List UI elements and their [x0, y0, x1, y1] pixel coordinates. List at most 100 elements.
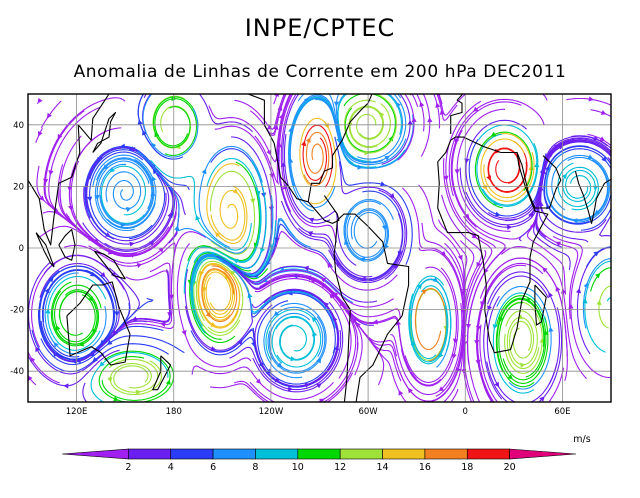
streamline — [344, 93, 395, 152]
streamline-arrow — [174, 225, 179, 230]
lon-tick-label: 60E — [554, 407, 570, 417]
streamline-arrow — [492, 324, 497, 329]
streamline — [585, 261, 619, 352]
streamline-arrow — [419, 102, 424, 108]
streamline — [405, 267, 456, 382]
streamline — [432, 79, 547, 115]
streamline — [250, 320, 356, 407]
greenland-outline — [368, 26, 417, 63]
streamline-arrow — [63, 383, 68, 388]
streamline — [144, 79, 166, 98]
colorbar-label: 18 — [461, 462, 473, 473]
streamline — [272, 317, 314, 364]
colorbar-label: 2 — [125, 462, 131, 473]
lat-tick-label: 40 — [13, 121, 24, 131]
lat-tick-label: 0 — [19, 244, 24, 254]
colorbar-swatch — [128, 449, 170, 459]
streamline — [102, 351, 170, 400]
streamline-arrow — [408, 120, 413, 125]
streamline-arrow — [501, 406, 507, 411]
streamline-arrow — [126, 207, 132, 212]
streamline-arrow — [589, 96, 594, 101]
streamline-arrow — [454, 169, 459, 174]
lon-tick-label: 60W — [358, 407, 378, 417]
streamline-arrow — [48, 170, 53, 175]
streamline — [399, 79, 417, 107]
streamline-arrow — [466, 324, 471, 329]
colorbar-swatch — [213, 449, 255, 459]
streamline — [229, 330, 340, 390]
colorbar-swatch — [383, 449, 425, 459]
streamline — [95, 159, 151, 231]
streamline — [204, 272, 235, 318]
streamline-arrow — [534, 162, 539, 167]
asia-coast-east — [614, 177, 632, 214]
lat-tick-label: -40 — [10, 367, 24, 377]
streamline-arrow — [129, 242, 134, 247]
streamline-arrow — [412, 117, 417, 122]
streamline — [553, 236, 610, 377]
streamline-arrow — [364, 150, 369, 155]
colorbar-label: 10 — [292, 462, 304, 473]
latitude-labels: 40 20 0 -20 -40 — [10, 121, 24, 377]
colorbar-label: 12 — [334, 462, 346, 473]
streamline — [153, 96, 191, 148]
streamline — [465, 275, 481, 416]
streamline — [338, 86, 403, 159]
streamline-arrow — [38, 98, 43, 104]
colorbar-swatch — [340, 449, 382, 459]
streamline-arrow — [166, 379, 171, 385]
colorbar-swatch — [62, 449, 128, 459]
streamline — [599, 286, 619, 328]
streamline — [250, 80, 294, 136]
lon-tick-label: 120W — [259, 407, 284, 417]
colorbar-label: 16 — [419, 462, 431, 473]
colorbar-swatch — [255, 449, 297, 459]
streamline-arrow — [301, 141, 306, 146]
lon-tick-label: 180 — [166, 407, 182, 417]
streamline-arrow — [186, 82, 192, 87]
colorbar-label: 6 — [210, 462, 216, 473]
colorbar-swatch — [467, 449, 509, 459]
streamline — [347, 213, 385, 258]
streamline-arrow — [269, 207, 274, 212]
streamline-arrow — [148, 86, 153, 91]
streamline — [289, 96, 353, 187]
streamline — [303, 125, 332, 187]
streamline-arrow — [495, 212, 500, 217]
streamline — [106, 172, 141, 209]
streamline-arrow — [137, 263, 143, 268]
lat-tick-label: 20 — [13, 182, 24, 192]
streamline-arrow — [304, 406, 309, 411]
streamline-arrow — [47, 113, 52, 119]
streamline-arrow — [528, 165, 533, 170]
streamline-arrow — [347, 89, 353, 94]
colorbar-swatch — [171, 449, 213, 459]
colorbar-label: 20 — [504, 462, 516, 473]
streamline — [300, 118, 336, 203]
borneo-outline — [59, 230, 75, 261]
streamline-arrow — [107, 377, 112, 382]
streamline-arrow — [87, 403, 93, 408]
lon-tick-label: 0 — [463, 407, 468, 417]
colorbar-label: 4 — [168, 462, 174, 473]
colorbar-unit: m/s — [573, 434, 590, 445]
streamline — [591, 110, 619, 122]
streamline-arrow — [576, 288, 581, 293]
streamline — [477, 271, 507, 417]
streamline-arrow — [427, 117, 432, 122]
colorbar-label: 14 — [376, 462, 388, 473]
streamline-arrow — [475, 83, 481, 88]
streamline — [415, 80, 430, 156]
streamline-arrow — [595, 273, 600, 278]
colorbar-swatch — [510, 449, 576, 459]
lat-tick-label: -20 — [10, 306, 24, 316]
streamline — [138, 151, 247, 253]
streamline-arrow — [520, 363, 525, 368]
streamline-arrow — [150, 191, 155, 196]
japan-outline — [93, 113, 116, 153]
streamline — [449, 99, 544, 196]
